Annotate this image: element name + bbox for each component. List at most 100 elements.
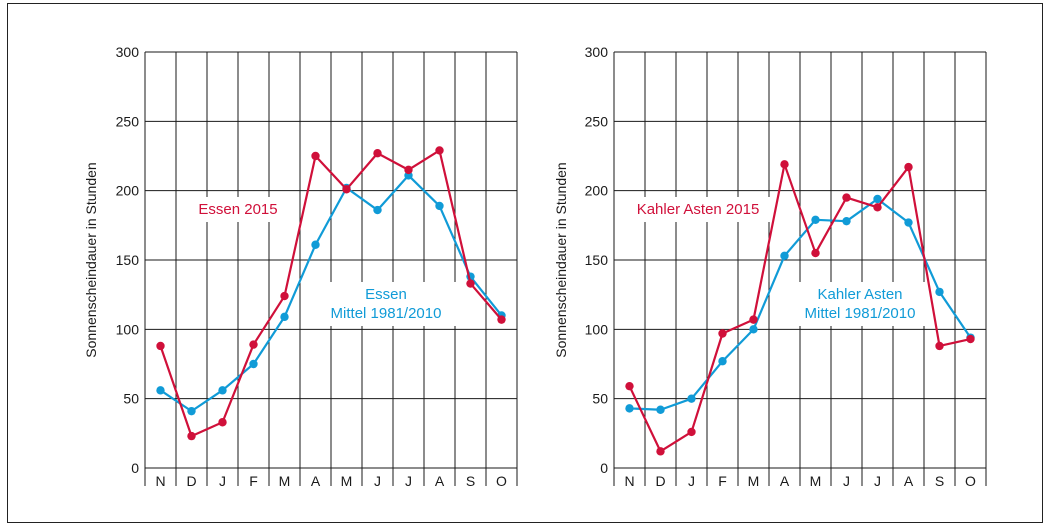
x-tick-label: A (435, 473, 445, 489)
data-point (249, 340, 258, 349)
x-tick-label: M (341, 473, 353, 489)
x-tick-label: J (688, 473, 695, 489)
data-point (718, 357, 727, 366)
data-point (466, 279, 475, 288)
y-tick-label: 50 (123, 391, 139, 407)
x-tick-label: J (219, 473, 226, 489)
data-point (904, 162, 913, 172)
x-tick-label: M (810, 473, 822, 489)
series-label: Kahler Asten 2015 (637, 201, 760, 218)
data-point (435, 146, 444, 155)
x-tick-label: O (496, 473, 507, 489)
y-axis-label: Sonnenscheindauer in Stunden (553, 162, 569, 357)
series-label: Essen (365, 286, 407, 303)
data-point (187, 406, 196, 416)
x-tick-label: D (655, 473, 665, 489)
data-point (435, 201, 444, 211)
x-tick-label: D (186, 473, 196, 489)
x-tick-label: J (874, 473, 881, 489)
y-tick-label: 200 (585, 183, 609, 199)
data-point (904, 218, 913, 227)
data-point (780, 160, 789, 169)
data-point (780, 251, 789, 261)
data-point (156, 386, 165, 395)
data-point (811, 248, 820, 258)
y-tick-label: 50 (592, 391, 608, 407)
y-tick-label: 250 (116, 113, 140, 129)
y-tick-label: 0 (131, 460, 139, 476)
data-point (218, 386, 227, 395)
data-point (625, 404, 634, 413)
data-point (373, 205, 382, 215)
data-point (373, 149, 382, 158)
data-point (218, 418, 227, 427)
x-tick-label: J (843, 473, 850, 489)
series-line (629, 197, 972, 411)
x-tick-label: S (466, 473, 475, 489)
data-point (935, 287, 944, 297)
data-point (873, 194, 882, 204)
x-tick-label: A (780, 473, 790, 489)
data-point (749, 315, 758, 324)
y-tick-label: 300 (585, 44, 609, 60)
y-axis-label: Sonnenscheindauer in Stunden (83, 162, 99, 357)
x-tick-label: F (718, 473, 727, 489)
data-point (249, 359, 258, 369)
y-tick-label: 150 (585, 252, 609, 268)
x-tick-label: J (405, 473, 412, 489)
series-line (159, 149, 503, 438)
x-tick-label: F (249, 473, 258, 489)
data-point (842, 216, 851, 226)
data-point (497, 315, 506, 324)
data-point (749, 325, 758, 334)
x-tick-label: S (935, 473, 944, 489)
y-tick-label: 100 (585, 321, 609, 337)
series-label: Mittel 1981/2010 (331, 305, 442, 322)
data-point (687, 394, 696, 403)
data-point (811, 215, 820, 224)
x-tick-label: O (965, 473, 976, 489)
x-tick-label: A (311, 473, 321, 489)
chart-2: 0 50 100 150 200 250 300 N D J F M A M J J A S O Sonnensche… (553, 44, 987, 489)
y-tick-label: 0 (600, 460, 608, 476)
data-point (656, 447, 665, 456)
chart-1: 0 50 100 150 200 250 300 N D J F M A M J J A S O Sonnensche… (83, 44, 518, 489)
sunshine-charts: 0 50 100 150 200 250 300 N D J F M A M J J A S O Sonnensche… (83, 44, 987, 489)
y-tick-label: 150 (116, 252, 140, 268)
data-point (156, 341, 165, 351)
y-tick-label: 200 (116, 183, 140, 199)
series-label: Essen 2015 (198, 201, 277, 218)
series-label-bg (623, 197, 773, 222)
series-label: Kahler Asten (817, 286, 902, 303)
data-point (311, 240, 320, 249)
x-tick-label: N (624, 473, 634, 489)
x-tick-label: J (374, 473, 381, 489)
data-point (656, 405, 665, 414)
data-point (625, 381, 634, 391)
x-tick-label: M (279, 473, 291, 489)
data-point (342, 185, 351, 194)
x-tick-label: N (155, 473, 165, 489)
data-point (873, 203, 882, 212)
series-label-bg (315, 282, 457, 326)
data-point (280, 291, 289, 301)
data-point (404, 165, 413, 175)
y-tick-label: 300 (116, 44, 140, 60)
series-label-bg (789, 282, 931, 326)
series-label: Mittel 1981/2010 (805, 305, 916, 322)
data-point (311, 151, 320, 161)
x-tick-label: M (748, 473, 760, 489)
y-tick-label: 250 (585, 113, 609, 129)
data-point (687, 427, 696, 437)
data-point (966, 334, 975, 344)
data-point (842, 193, 851, 202)
series-line (159, 174, 503, 413)
data-point (718, 329, 727, 338)
y-tick-label: 100 (116, 321, 140, 337)
data-point (187, 431, 196, 441)
series-line (628, 163, 971, 453)
data-point (280, 312, 289, 322)
series-label-bg (192, 197, 284, 222)
x-tick-label: A (904, 473, 914, 489)
data-point (935, 341, 944, 351)
